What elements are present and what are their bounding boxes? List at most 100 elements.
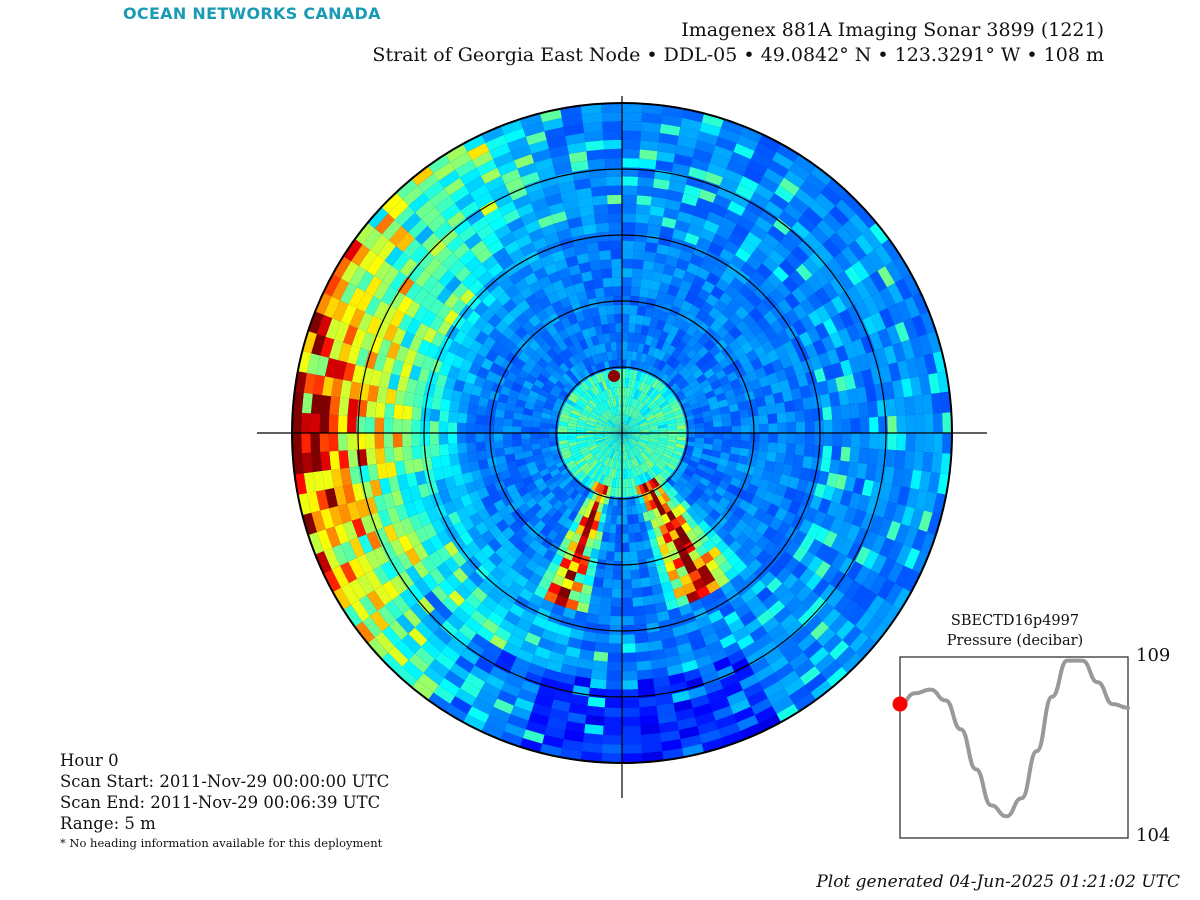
- sonar-cell: [855, 234, 875, 256]
- sonar-cell: [434, 347, 448, 363]
- sonar-cell: [331, 378, 343, 398]
- sonar-cell: [587, 158, 606, 170]
- sonar-cell: [770, 319, 785, 335]
- sonar-cell: [398, 534, 414, 553]
- sonar-cell: [584, 232, 598, 244]
- sonar-cell: [664, 465, 674, 474]
- sonar-cell: [845, 323, 861, 342]
- sonar-cell: [856, 462, 868, 480]
- sonar-cell: [807, 292, 824, 311]
- sonar-cell: [623, 396, 627, 406]
- sonar-cell: [686, 590, 701, 604]
- sonar-cell: [711, 363, 723, 375]
- sonar-cell: [431, 456, 442, 470]
- sonar-cell: [571, 532, 582, 544]
- sonar-cell: [333, 360, 347, 380]
- sonar-cell: [758, 441, 769, 452]
- sonar-cell: [681, 241, 697, 254]
- sonar-cell: [539, 388, 550, 398]
- sonar-cell: [805, 173, 827, 193]
- sonar-cell: [801, 492, 814, 508]
- sonar-cell: [639, 426, 649, 430]
- sonar-cell: [594, 213, 609, 224]
- sonar-cell: [738, 480, 750, 492]
- sonar-cell: [536, 373, 548, 384]
- sonar-cell: [850, 433, 861, 448]
- sonar-cell: [665, 540, 677, 553]
- sonar-cell: [537, 357, 549, 369]
- sonar-cell: [911, 529, 928, 552]
- sonar-cell: [752, 467, 765, 479]
- sonar-cell: [667, 438, 677, 444]
- sonar-cell: [558, 421, 568, 427]
- sonar-cell: [803, 640, 823, 659]
- sonar-cell: [536, 394, 548, 403]
- sonar-cell: [686, 348, 698, 360]
- sonar-cell: [319, 433, 330, 452]
- sonar-cell: [589, 446, 599, 453]
- sonar-cell: [471, 216, 490, 233]
- sonar-cell: [546, 336, 558, 349]
- sonar-cell: [622, 426, 629, 433]
- sonar-cell: [631, 505, 638, 515]
- sonar-cell: [645, 613, 659, 624]
- sonar-cell: [592, 278, 604, 289]
- sonar-cell: [675, 443, 685, 449]
- sonar-cell: [686, 262, 701, 276]
- sonar-cell: [405, 282, 422, 301]
- sonar-cell: [707, 374, 719, 385]
- sonar-cell: [779, 613, 798, 631]
- sonar-cell: [692, 646, 710, 660]
- sonar-cell: [849, 213, 870, 235]
- sonar-cell: [602, 466, 609, 476]
- sonar-cell: [498, 649, 517, 666]
- sonar-cell: [835, 646, 856, 667]
- sonar-cell: [417, 673, 439, 693]
- sonar-cell: [660, 403, 671, 411]
- sonar-cell: [707, 461, 718, 471]
- sonar-cell: [710, 407, 721, 416]
- sonar-cell: [688, 549, 701, 562]
- sonar-cell: [365, 400, 377, 418]
- sonar-cell: [668, 459, 679, 468]
- sonar-cell: [408, 485, 422, 501]
- sonar-cell: [647, 345, 656, 357]
- sonar-cell: [594, 642, 609, 653]
- sonar-cell: [586, 401, 596, 410]
- sonar-cell: [628, 369, 634, 379]
- sonar-cell: [508, 665, 528, 681]
- sonar-cell: [608, 213, 622, 223]
- sonar-cell: [700, 551, 714, 565]
- sonar-cell: [617, 424, 622, 433]
- sonar-cell: [642, 344, 651, 355]
- sonar-cell: [485, 503, 499, 517]
- sonar-cell: [610, 397, 616, 407]
- sonar-cell: [468, 460, 480, 472]
- sonar-cell: [609, 332, 617, 343]
- sonar-cell: [740, 440, 751, 450]
- sonar-cell: [571, 302, 583, 314]
- sonar-cell: [428, 239, 447, 258]
- sonar-cell: [512, 419, 522, 427]
- sonar-cell: [666, 462, 677, 471]
- sonar-cell: [487, 611, 505, 627]
- sonar-cell: [417, 510, 432, 527]
- sonar-cell: [700, 404, 711, 413]
- sonar-cell: [552, 522, 564, 534]
- sonar-cell: [698, 663, 717, 678]
- sonar-cell: [604, 295, 614, 306]
- sonar-cell: [603, 716, 622, 727]
- sonar-cell: [778, 379, 791, 392]
- sonar-cell: [710, 264, 726, 279]
- sonar-cell: [862, 315, 878, 336]
- sonar-cell: [565, 459, 576, 468]
- sonar-cell: [719, 292, 733, 306]
- sonar-cell: [739, 409, 750, 419]
- sonar-cell: [723, 681, 743, 698]
- sonar-cell: [666, 419, 676, 425]
- sonar-cell: [622, 424, 626, 433]
- sonar-cell: [601, 380, 608, 391]
- sonar-cell: [735, 546, 749, 560]
- sonar-cell: [707, 609, 724, 624]
- sonar-cell: [822, 633, 843, 654]
